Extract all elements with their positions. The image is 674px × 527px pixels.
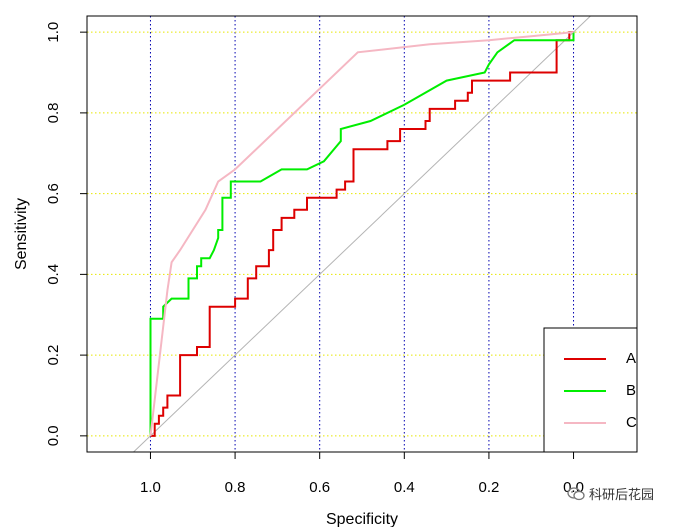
series-line-b bbox=[149, 32, 575, 436]
y-tick-label: 0.8 bbox=[45, 102, 62, 123]
series-line-c bbox=[149, 31, 574, 437]
series-line-a bbox=[150, 31, 574, 437]
watermark: 科研后花园 bbox=[567, 484, 654, 503]
series-lines bbox=[149, 31, 575, 437]
y-tick-label: 0.2 bbox=[45, 345, 62, 366]
x-axis-title: Specificity bbox=[326, 511, 398, 527]
wechat-icon bbox=[567, 486, 585, 500]
y-tick-label: 0.4 bbox=[45, 264, 62, 285]
y-tick-label: 1.0 bbox=[45, 22, 62, 43]
x-tick-label: 1.0 bbox=[140, 479, 161, 496]
y-axis-title: Sensitivity bbox=[13, 198, 30, 270]
legend: ABC bbox=[543, 327, 638, 453]
y-tick-label: 0.6 bbox=[45, 183, 62, 204]
x-axis: 1.0 0.8 0.6 0.4 0.2 0.0 bbox=[140, 452, 584, 496]
y-tick-label: 0.0 bbox=[45, 425, 62, 446]
x-tick-label: 0.4 bbox=[394, 479, 415, 496]
reference-diagonal bbox=[133, 15, 591, 453]
legend-label-b: B bbox=[626, 382, 636, 399]
x-tick-label: 0.8 bbox=[225, 479, 246, 496]
x-tick-label: 0.6 bbox=[309, 479, 330, 496]
y-axis: 0.0 0.2 0.4 0.6 0.8 1.0 bbox=[45, 22, 87, 446]
watermark-text: 科研后花园 bbox=[588, 488, 654, 503]
plot-frame bbox=[86, 15, 638, 453]
legend-label-a: A bbox=[626, 350, 636, 367]
legend-label-c: C bbox=[626, 414, 637, 431]
x-tick-label: 0.2 bbox=[478, 479, 499, 496]
